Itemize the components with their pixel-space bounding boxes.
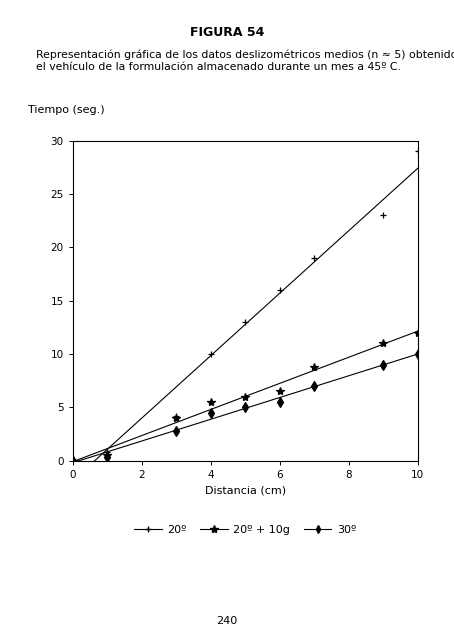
Legend: 20º, 20º + 10g, 30º: 20º, 20º + 10g, 30º [130, 521, 360, 540]
Text: el vehículo de la formulación almacenado durante un mes a 45º C.: el vehículo de la formulación almacenado… [36, 62, 401, 72]
Text: Representación gráfica de los datos deslizométricos medios (n ≈ 5) obtenidos en: Representación gráfica de los datos desl… [36, 50, 454, 60]
Text: Tiempo (seg.): Tiempo (seg.) [28, 105, 104, 115]
Text: 240: 240 [217, 616, 237, 626]
Text: FIGURA 54: FIGURA 54 [190, 26, 264, 38]
X-axis label: Distancia (cm): Distancia (cm) [205, 485, 286, 495]
